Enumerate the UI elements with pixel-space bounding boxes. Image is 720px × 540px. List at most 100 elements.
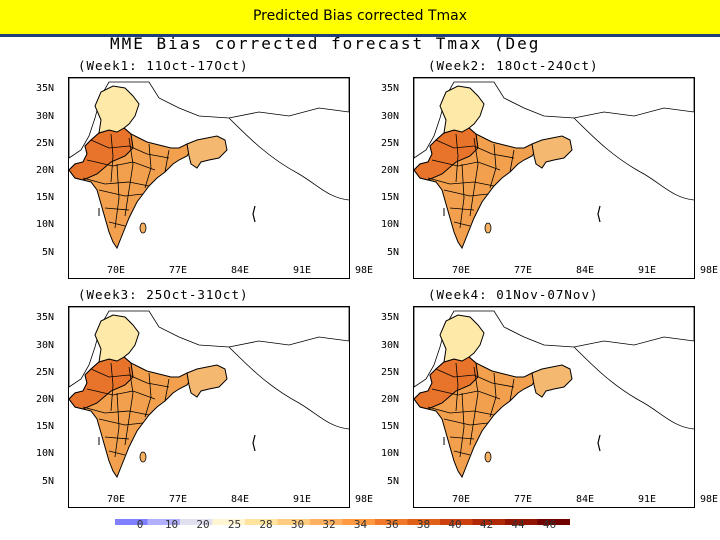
state-boundary [435,139,515,159]
colorbar-swatch [505,519,538,525]
sri-lanka-island [484,451,492,463]
map-graphic [69,78,349,250]
state-boundary [455,362,459,412]
longitude-label: 91E [637,494,657,505]
colorbar-graphic [115,519,571,525]
panel-title-week1: (Week1: 11Oct-17Oct) [78,58,249,73]
state-boundary [110,133,114,183]
latitude-label: 35N [380,312,399,323]
state-boundary [489,143,497,189]
latitude-label: 5N [41,476,54,487]
colorbar-label: 38 [416,518,431,531]
state-boundary [144,143,152,189]
colorbar-label: 0 [136,518,144,531]
latitude-label: 10N [35,219,54,230]
longitude-label: 98E [354,265,374,276]
longitude-label: 70E [106,494,126,505]
india-landmass [69,314,228,479]
latitude-label: 5N [41,247,54,258]
state-boundary [86,388,156,400]
colorbar-label: 25 [227,518,242,531]
colorbar-label: 40 [448,518,462,531]
state-boundary [98,418,144,426]
longitude-label: 98E [699,265,719,276]
longitude-label: 91E [637,265,657,276]
map-panel-week4 [413,306,695,508]
longitude-label: 84E [230,494,250,505]
state-boundary [453,221,471,227]
title-banner [0,0,720,34]
longitude-label: 91E [292,265,312,276]
colorbar-label: 30 [290,518,305,531]
colorbar-swatch [115,519,148,525]
north-hill-region [94,314,140,363]
sri-lanka-island [139,222,147,234]
colorbar-swatch [180,519,213,525]
northeast-region [186,135,228,169]
state-boundary [104,207,130,211]
state-boundary [489,372,497,418]
longitude-label: 77E [168,265,188,276]
colorbar-label: 46 [542,518,557,531]
latitude-label: 30N [35,340,54,351]
state-boundary [443,418,489,426]
colorbar-label: 28 [259,518,273,531]
latitude-label: 20N [380,165,399,176]
longitude-label: 77E [513,265,533,276]
andaman-islands [597,434,601,452]
neighbor-countries [69,78,349,159]
longitude-label: 84E [575,494,595,505]
latitude-label: 15N [380,421,399,432]
longitude-label: 70E [451,265,471,276]
state-boundary [90,139,170,159]
longitude-label: 77E [513,494,533,505]
colorbar-label: 36 [385,518,399,531]
colorbar-swatch [277,519,311,525]
map-panel-week3 [68,306,350,508]
colorbar-label: 32 [322,518,336,531]
longitude-label: 70E [106,265,126,276]
state-boundary [90,368,170,388]
map-graphic [414,78,694,250]
north-hill-region [439,314,485,363]
state-boundary [449,436,475,440]
latitude-label: 25N [35,138,54,149]
colorbar-label: 20 [196,518,210,531]
colorbar-label: 42 [479,518,494,531]
state-boundary [427,406,495,416]
map-main-title: MME Bias corrected forecast Tmax (Deg [110,34,541,53]
colorbar-label: 44 [511,518,525,531]
india-landmass [414,85,573,250]
andaman-islands [252,434,256,452]
latitude-label: 30N [380,111,399,122]
colorbar-swatch [310,519,343,525]
neighbor-countries [69,307,349,388]
state-boundary [114,163,120,229]
colorbar-swatch [472,519,506,525]
state-boundary [82,406,150,416]
state-boundary [449,207,475,211]
myanmar-coast [573,346,694,430]
colorbar-swatch [212,519,246,525]
longitude-label: 70E [451,494,471,505]
panel-title-week2: (Week2: 18Oct-24Oct) [428,58,599,73]
state-boundary [435,368,515,388]
latitude-label: 35N [35,312,54,323]
india-landmass [69,85,228,250]
north-hill-region [439,85,485,134]
state-boundary [104,436,130,440]
state-boundary [110,362,114,412]
myanmar-coast [573,117,694,201]
latitude-label: 15N [380,192,399,203]
state-boundary [459,163,465,229]
andaman-islands [252,205,256,223]
colorbar-label: 10 [164,518,179,531]
latitude-label: 30N [35,111,54,122]
longitude-label: 98E [699,494,719,505]
latitude-label: 10N [380,219,399,230]
panel-title-week4: (Week4: 01Nov-07Nov) [428,287,599,302]
state-boundary [453,450,471,456]
latitude-label: 15N [35,192,54,203]
myanmar-coast [228,346,349,430]
latitude-label: 20N [35,394,54,405]
